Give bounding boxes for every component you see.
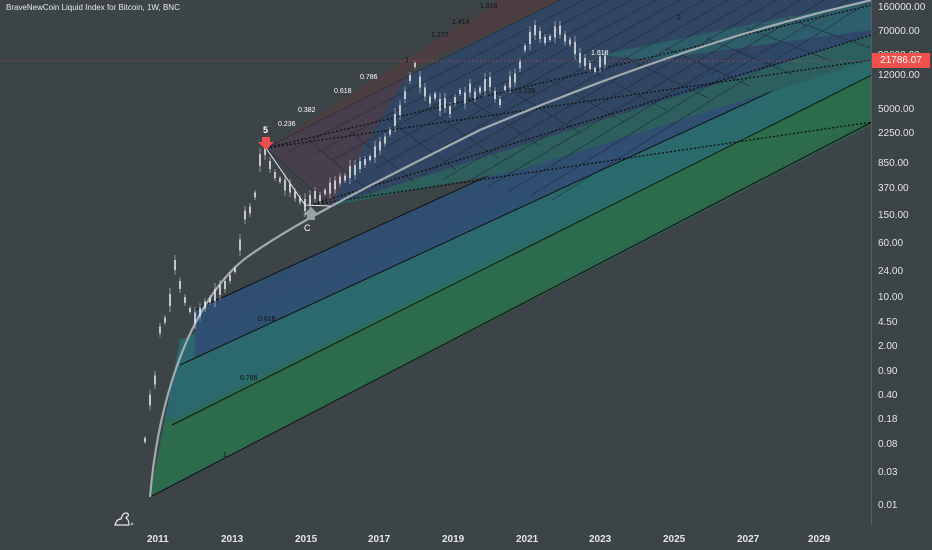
fib-lower-05: 0.5 <box>277 274 287 281</box>
price-chart[interactable]: 5 C 0.236 0.382 0.618 0.786 1 1.272 1.41… <box>0 0 872 525</box>
fib-label-1618: 1.618 <box>480 3 498 10</box>
price-axis-label: 0.01 <box>878 500 897 511</box>
fib-label-0618: 0.618 <box>334 88 352 95</box>
fib-label-0786: 0.786 <box>360 74 378 81</box>
price-axis-label: 0.08 <box>878 439 897 450</box>
price-axis-label: 0.90 <box>878 366 897 377</box>
fib-lower-1: 1 <box>223 452 227 459</box>
chart-title: BraveNewCoin Liquid Index for Bitcoin, 1… <box>6 3 180 12</box>
price-axis-label: 0.03 <box>878 467 897 478</box>
fib-label-1236: 1.236 <box>518 88 536 95</box>
time-axis-label: 2011 <box>147 534 169 545</box>
price-axis-label: 160000.00 <box>878 2 925 13</box>
price-axis-label: 10.00 <box>878 292 903 303</box>
time-axis-label: 2023 <box>589 534 611 545</box>
price-axis-label: 0.40 <box>878 390 897 401</box>
price-axis-label: 60.00 <box>878 238 903 249</box>
tradingview-dino-icon[interactable] <box>113 510 135 526</box>
price-axis-label: 4.50 <box>878 317 897 328</box>
wave-c-label: C <box>304 223 311 233</box>
fib-label-1272: 1.272 <box>431 32 449 39</box>
current-price-badge: 21786.07 <box>872 53 930 68</box>
fib-label-0382: 0.382 <box>298 107 316 114</box>
price-axis-label: 12000.00 <box>878 70 920 81</box>
time-axis-label: 2029 <box>808 534 830 545</box>
price-axis-label: 850.00 <box>878 158 909 169</box>
price-axis-label: 0.18 <box>878 414 897 425</box>
price-axis-label: 2250.00 <box>878 128 914 139</box>
fib-label-1618b: 1.618 <box>591 50 609 57</box>
fib-label-0236: 0.236 <box>278 121 296 128</box>
time-axis-label: 2027 <box>737 534 759 545</box>
time-axis-label: 2025 <box>663 534 685 545</box>
time-axis-label: 2021 <box>516 534 538 545</box>
price-axis-label: 2.00 <box>878 341 897 352</box>
price-axis-label: 24.00 <box>878 266 903 277</box>
time-axis-label: 2015 <box>295 534 317 545</box>
price-axis-label: 150.00 <box>878 210 909 221</box>
fib-label-1414: 1.414 <box>452 19 470 26</box>
price-axis-label: 370.00 <box>878 183 909 194</box>
time-axis-label: 2017 <box>368 534 390 545</box>
fib-lower-0786: 0.786 <box>240 375 258 382</box>
price-axis-label: 70000.00 <box>878 26 920 37</box>
fib-lower-0618: 0.618 <box>258 316 276 323</box>
fib-label-2: 2 <box>677 15 681 22</box>
time-axis-label: 2019 <box>442 534 464 545</box>
fib-label-1: 1 <box>405 57 409 64</box>
wave-5-label: 5 <box>263 125 268 135</box>
time-axis-label: 2013 <box>221 534 243 545</box>
price-axis-label: 5000.00 <box>878 104 914 115</box>
